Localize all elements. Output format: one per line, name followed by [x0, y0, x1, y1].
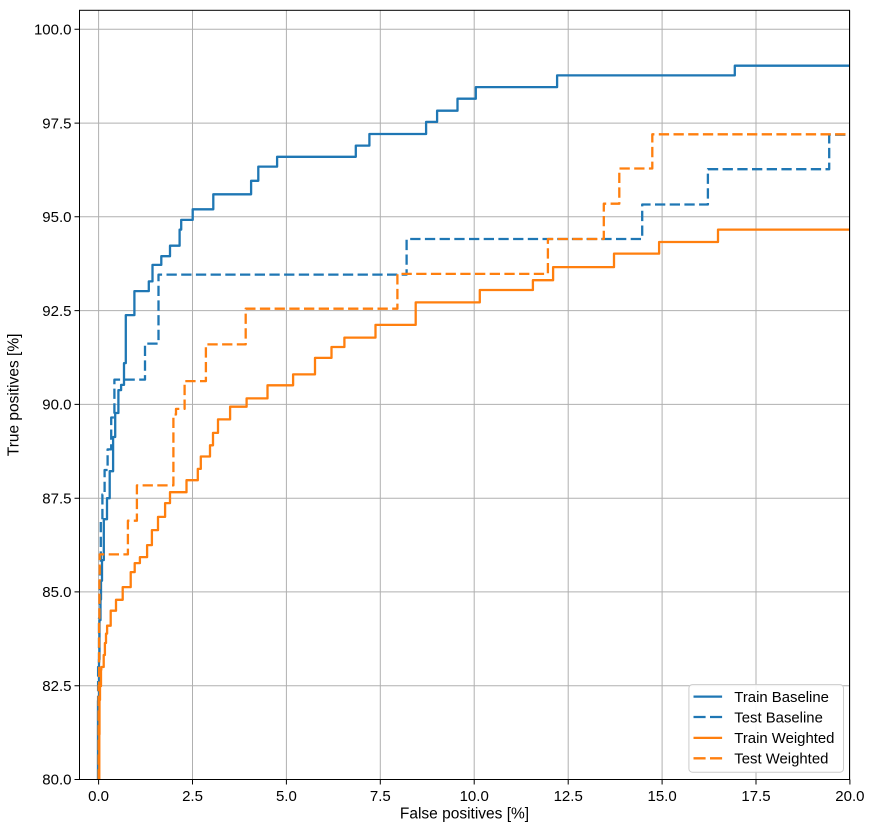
svg-text:Train Weighted: Train Weighted	[734, 731, 834, 747]
svg-text:Test Weighted: Test Weighted	[734, 752, 828, 768]
svg-text:10.0: 10.0	[460, 788, 489, 805]
svg-text:Test Baseline: Test Baseline	[734, 710, 823, 726]
svg-text:82.5: 82.5	[42, 678, 71, 695]
svg-text:20.0: 20.0	[835, 788, 864, 805]
svg-text:87.5: 87.5	[42, 490, 71, 507]
svg-text:80.0: 80.0	[42, 772, 71, 789]
svg-text:90.0: 90.0	[42, 397, 71, 414]
svg-text:17.5: 17.5	[741, 788, 770, 805]
svg-text:97.5: 97.5	[42, 115, 71, 132]
svg-text:5.0: 5.0	[276, 788, 297, 805]
svg-text:95.0: 95.0	[42, 209, 71, 226]
svg-text:2.5: 2.5	[182, 788, 203, 805]
svg-text:Train Baseline: Train Baseline	[734, 690, 829, 706]
svg-text:15.0: 15.0	[647, 788, 676, 805]
svg-text:92.5: 92.5	[42, 303, 71, 320]
svg-text:0.0: 0.0	[88, 788, 109, 805]
svg-text:True positives [%]: True positives [%]	[6, 334, 23, 457]
svg-text:12.5: 12.5	[554, 788, 583, 805]
svg-text:7.5: 7.5	[370, 788, 391, 805]
svg-text:85.0: 85.0	[42, 584, 71, 601]
svg-text:100.0: 100.0	[34, 22, 72, 39]
svg-text:False positives [%]: False positives [%]	[400, 806, 529, 823]
